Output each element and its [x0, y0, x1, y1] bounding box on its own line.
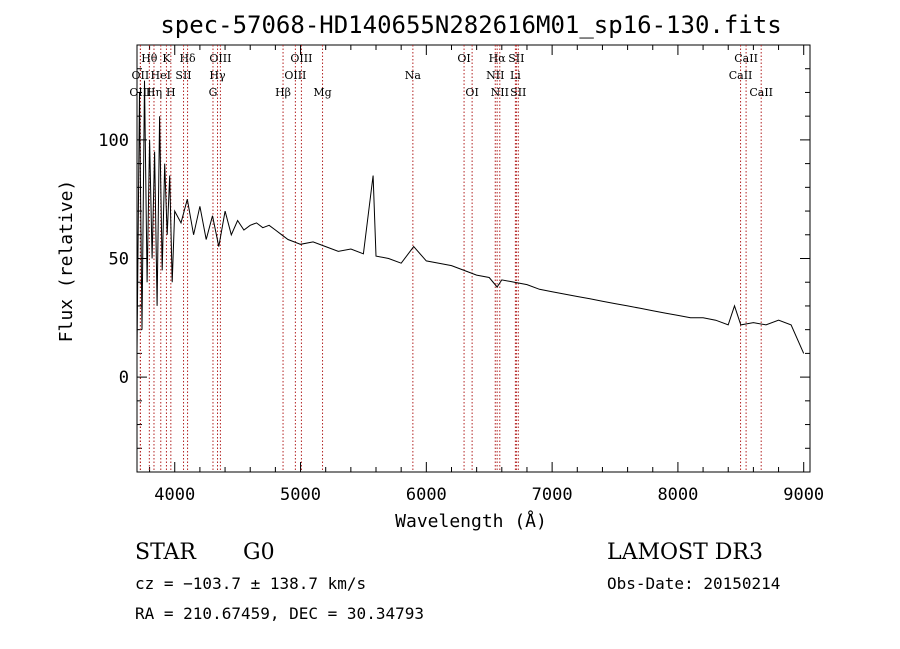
spectral-line-label: OII: [132, 69, 150, 82]
survey-name: LAMOST DR3: [607, 540, 763, 565]
spectral-line-label: OI: [457, 52, 470, 65]
spectral-line-label: K: [162, 52, 171, 65]
x-tick-label: 6000: [406, 485, 447, 505]
chart-title: spec-57068-HD140655N282616M01_sp16-130.f…: [160, 11, 781, 39]
spectral-line-label: OIII: [129, 86, 151, 99]
spectral-line-label: Mg: [313, 86, 331, 99]
x-tick-label: 9000: [783, 485, 824, 505]
spectral-line-label: OI: [465, 86, 478, 99]
spectral-line-label: Hη: [146, 86, 162, 99]
minor-ticks: [137, 44, 810, 473]
spectral-line-label: CaII: [729, 69, 753, 82]
ra-dec-text: RA = 210.67459, DEC = 30.34793: [135, 604, 424, 623]
y-axis-label: Flux (relative): [56, 180, 77, 343]
x-tick-label: 5000: [280, 485, 321, 505]
spectral-line-label: SII: [508, 52, 524, 65]
y-tick-label: 100: [98, 131, 129, 151]
spectral-line-label: SII: [510, 86, 526, 99]
spectral-line-label: OIII: [209, 52, 231, 65]
spectral-line-label: SII: [175, 69, 191, 82]
major-ticks: [137, 45, 810, 472]
line-markers: [139, 45, 762, 472]
x-tick-labels: 4000 5000 6000 7000 8000 9000: [154, 485, 824, 505]
spectral-line-label: Hα: [489, 52, 507, 65]
x-tick-label: 8000: [657, 485, 698, 505]
spectral-line-label: OIII: [284, 69, 306, 82]
y-tick-label: 50: [109, 250, 129, 270]
spectral-line-label: NII: [491, 86, 509, 99]
spectral-line-label: CaII: [749, 86, 773, 99]
spectrum-line: [136, 80, 805, 354]
obs-date: Obs-Date: 20150214: [607, 574, 781, 593]
spectral-line-label: Na: [405, 69, 422, 82]
spectral-line-label: Li: [510, 69, 521, 82]
spectral-line-label: NII: [486, 69, 504, 82]
y-tick-label: 0: [119, 368, 129, 388]
x-tick-label: 4000: [154, 485, 195, 505]
spectral-line-label: CaII: [734, 52, 758, 65]
spectral-line-label: Hδ: [179, 52, 196, 65]
spectral-line-label: OIII: [290, 52, 312, 65]
spectral-class: STAR: [135, 540, 196, 565]
x-axis-label: Wavelength (Å): [395, 510, 547, 532]
x-tick-label: 7000: [532, 485, 573, 505]
spectral-line-label: G: [209, 86, 218, 99]
y-tick-labels: 0 50 100: [98, 131, 129, 388]
spectral-line-label: Hγ: [209, 69, 226, 82]
spectral-subclass: G0: [243, 540, 275, 565]
spectral-line-label: Hθ: [141, 52, 158, 65]
spectral-line-label: H: [166, 86, 176, 99]
plot-frame: [136, 44, 811, 473]
redshift-text: cz = −103.7 ± 138.7 km/s: [135, 574, 367, 593]
spectral-line-label: Hβ: [275, 86, 291, 99]
spectral-line-label: HeI: [151, 69, 171, 82]
